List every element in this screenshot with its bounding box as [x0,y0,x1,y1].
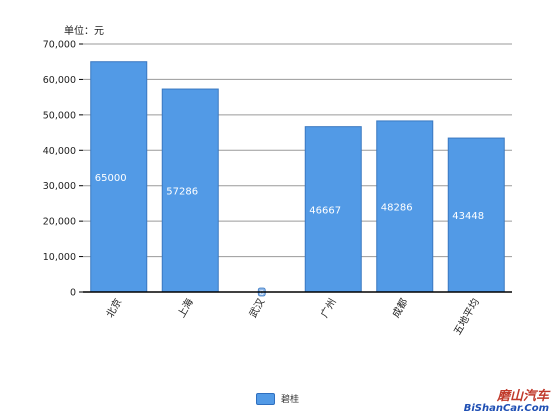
legend-label: 碧桂 [281,395,300,405]
y-tick-label: 20,000 [43,217,76,228]
y-tick-label: 10,000 [43,252,76,263]
bar-0[interactable] [90,61,148,293]
x-tick-label: 北京 [103,296,124,320]
x-tick-label: 五地平均 [451,296,482,337]
bars [90,61,505,293]
watermark-text: 磨山汽车 [496,389,549,404]
watermark-logo: 磨山汽车 BiShanCar.Com [464,390,549,414]
y-tick-label: 60,000 [43,75,76,86]
watermark-url: BiShanCar.Com [463,403,549,414]
x-tick-label: 成都 [390,297,410,320]
data-label: 65000 [95,173,127,184]
x-tick-label: 武汉 [246,296,267,320]
data-label: 48286 [381,202,413,213]
y-tick-label: 40,000 [43,146,76,157]
y-axis-ticks: 0 10,000 20,000 30,000 40,000 50,000 60,000 70,… [43,40,83,299]
grid-lines [83,43,512,258]
bar-1[interactable] [161,88,219,293]
x-tick-label: 上海 [175,296,196,320]
y-tick-label: 70,000 [43,40,76,51]
data-label: 43448 [452,211,484,222]
data-label: 0 [260,289,264,297]
x-tick-label: 广州 [318,297,338,320]
data-label: 46667 [309,205,341,216]
bar-3[interactable] [304,126,362,293]
legend[interactable]: 碧桂 [256,392,299,405]
unit-label: 单位：元 [64,26,104,37]
y-tick-label: 30,000 [43,181,76,192]
x-axis-labels: 北京 上海 武汉 广州 成都 五地平均 [103,296,482,337]
legend-swatch [256,392,275,405]
bar-4[interactable] [376,120,434,293]
data-label: 57286 [166,187,198,198]
y-tick-label: 0 [70,288,76,299]
y-tick-label: 50,000 [43,110,76,121]
